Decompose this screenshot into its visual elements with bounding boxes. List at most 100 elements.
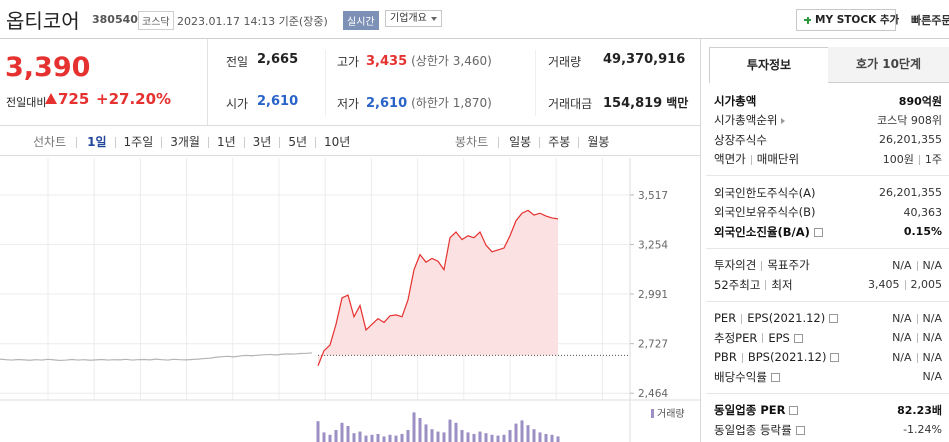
realtime-badge[interactable]: 실시간	[343, 11, 379, 30]
price-area	[318, 210, 558, 366]
period-tab[interactable]: 1년	[216, 135, 236, 149]
info-label-text: EPS	[768, 330, 790, 345]
info-values: 890억원	[899, 93, 942, 109]
info-label-text: 동일업종 등락률	[714, 422, 792, 437]
quote-value-group: 2,665	[257, 52, 298, 67]
mystock-button[interactable]: MY STOCK 추가	[796, 9, 900, 31]
volume-bar	[454, 422, 458, 442]
info-value: N/A	[922, 311, 942, 325]
separator	[916, 352, 918, 363]
volume-bar	[352, 433, 356, 442]
tab-separator	[578, 137, 580, 148]
help-icon[interactable]	[830, 353, 840, 363]
quote-value: 3,435	[366, 54, 408, 69]
info-values: N/A N/A	[892, 312, 942, 325]
volume-bar	[406, 430, 410, 442]
info-label-text: 투자의견	[714, 258, 757, 273]
period-tab[interactable]: 월봉	[587, 135, 610, 149]
divider	[0, 125, 700, 126]
volume-bar	[532, 429, 536, 442]
info-label: 투자의견 목표주가	[714, 257, 810, 273]
period-tab[interactable]: 일봉	[509, 135, 532, 149]
info-label: 외국인소진율(B/A)	[714, 224, 823, 240]
change-label: 전일대비	[6, 96, 47, 109]
divider	[207, 39, 208, 125]
info-value: 100원	[882, 153, 914, 167]
info-label-text: 추정PER	[714, 330, 758, 345]
tab-separator	[279, 137, 281, 148]
help-icon[interactable]	[795, 425, 805, 435]
volume-bar	[364, 435, 368, 442]
overview-text: 기업개요	[390, 13, 427, 24]
change-amount: 725	[58, 90, 90, 108]
info-label-text: 52주최고	[714, 277, 761, 292]
arrow-icon[interactable]	[781, 117, 786, 124]
separator	[916, 333, 918, 344]
help-icon[interactable]	[770, 372, 780, 382]
volume-bar	[490, 434, 494, 442]
quote-label: 거래대금	[548, 97, 593, 111]
quote-note: (하한가 1,870)	[411, 96, 492, 110]
tab-separator	[207, 137, 209, 148]
info-label: 시가총액순위	[714, 112, 786, 128]
info-label-text: 동일업종 PER	[714, 403, 786, 418]
info-label-text: 외국인보유주식수(B)	[714, 205, 816, 220]
plus-icon	[806, 16, 809, 24]
volume-bar	[400, 434, 404, 442]
info-values: N/A N/A	[892, 259, 942, 272]
mystock-text: MY STOCK 추가	[815, 14, 900, 26]
help-icon[interactable]	[813, 227, 823, 237]
market-badge: 코스닥	[138, 11, 174, 30]
info-values: 82.23배	[897, 402, 942, 418]
volume-bar	[544, 434, 548, 442]
volume-bar	[508, 430, 512, 442]
quote-value: 2,610	[366, 96, 408, 111]
period-tab[interactable]: 3년	[252, 135, 272, 149]
volume-bar	[388, 434, 392, 442]
separator	[741, 313, 743, 324]
info-row: 외국인보유주식수(B) 40,363	[706, 203, 949, 223]
period-tab[interactable]: 3개월	[170, 135, 200, 149]
info-value: N/A	[892, 258, 912, 272]
volume-bar	[442, 432, 446, 442]
info-label: 액면가 매매단위	[714, 151, 799, 167]
tab-separator	[161, 137, 163, 148]
y-tick-label: 2,991	[638, 289, 668, 301]
info-row: 배당수익률 N/A	[706, 367, 949, 387]
help-icon[interactable]	[829, 314, 839, 324]
info-label: 상장주식수	[714, 132, 767, 148]
period-tab[interactable]: 1일	[87, 135, 107, 149]
tab-separator	[315, 137, 317, 148]
tab-separator	[114, 137, 116, 148]
volume-bar	[448, 419, 452, 442]
info-tab[interactable]: 호가 10단계	[828, 47, 949, 83]
separator	[761, 260, 763, 271]
info-values: 0.15%	[904, 225, 942, 238]
info-row: 동일업종 등락률 -1.24%	[706, 420, 949, 440]
info-label: 동일업종 PER	[714, 402, 799, 418]
info-group: 외국인한도주식수(A) 26,201,355 외국인보유주식수(B) 40,363 외국…	[706, 175, 949, 242]
volume-bar	[502, 434, 506, 442]
volume-bar	[328, 434, 332, 442]
info-label: 외국인보유주식수(B)	[714, 204, 816, 220]
quick-order[interactable]: 빠른주문	[911, 14, 949, 27]
volume-bar	[526, 425, 530, 442]
period-tab[interactable]: 10년	[324, 135, 351, 149]
volume-bar	[358, 431, 362, 442]
period-tab[interactable]: 주봉	[548, 135, 571, 149]
separator	[765, 280, 767, 291]
period-tab[interactable]: 1주일	[123, 135, 154, 149]
help-icon[interactable]	[789, 406, 799, 416]
overview-button[interactable]: 기업개요	[385, 10, 442, 27]
info-tab-active[interactable]: 투자정보	[709, 47, 829, 83]
quote-unit: 백만	[666, 96, 689, 110]
price-line	[0, 352, 313, 362]
help-icon[interactable]	[793, 333, 803, 343]
period-tab[interactable]: 5년	[288, 135, 308, 149]
info-values: 26,201,355	[879, 133, 942, 146]
info-row: 추정PER EPS N/A N/A	[706, 328, 949, 348]
info-values: N/A	[923, 370, 942, 383]
info-values: -1.24%	[903, 423, 942, 436]
volume-bar	[484, 433, 488, 442]
